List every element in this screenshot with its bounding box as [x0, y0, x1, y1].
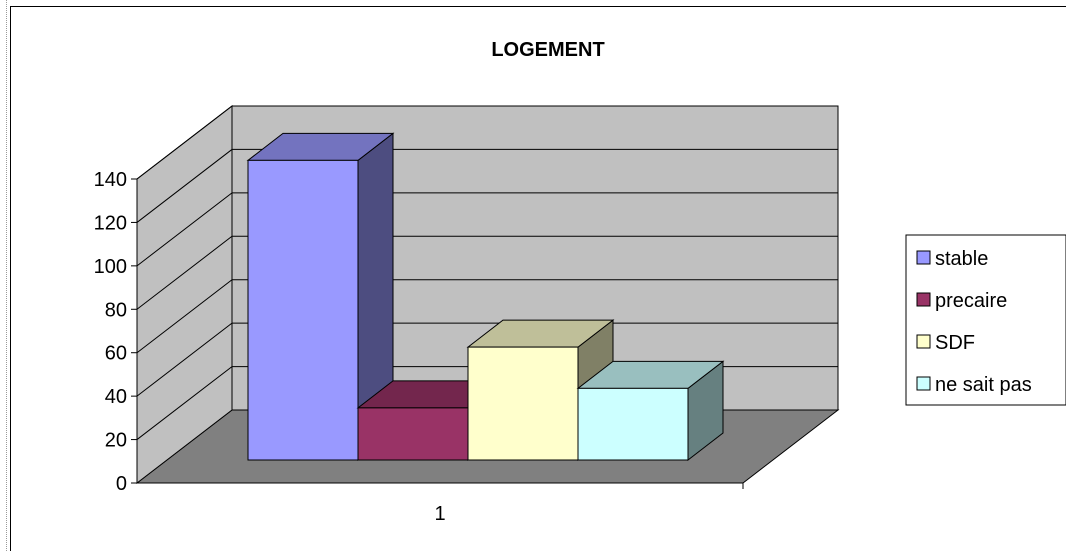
gridline: [136, 235, 838, 310]
bar-precaire: [357, 407, 469, 461]
gridline: [136, 322, 838, 397]
y-tick-label: 80: [105, 299, 127, 321]
legend-swatch: [916, 292, 931, 307]
y-tick-label: 20: [105, 430, 127, 452]
legend-label: stable: [935, 248, 988, 270]
legend-box: [905, 234, 1066, 406]
legend-label: SDF: [935, 332, 975, 354]
gridline: [136, 192, 838, 267]
bar-ne-sait-pas: [577, 387, 689, 461]
y-tick-label: 0: [116, 473, 127, 495]
y-tick-label: 140: [94, 169, 127, 191]
y-tick-label: 60: [105, 343, 127, 365]
x-tick-label: 1: [434, 503, 445, 525]
y-tick-label: 120: [94, 212, 127, 234]
gridline: [136, 279, 838, 354]
legend-label: ne sait pas: [935, 374, 1032, 396]
legend: stable precaire SDF ne sait pas: [905, 234, 1066, 406]
bar-stable: [247, 159, 359, 461]
bar-SDF: [467, 346, 579, 461]
gridline: [136, 148, 838, 223]
bars: [246, 132, 725, 462]
y-tick-label: 100: [94, 256, 127, 278]
y-tick-label: 40: [105, 386, 127, 408]
axes: 0 20 40 60 80 100 120 140 1: [94, 169, 744, 525]
left-border-strip: [0, 0, 7, 551]
gridline: [136, 105, 838, 180]
legend-swatch: [916, 250, 931, 265]
legend-label: precaire: [935, 290, 1007, 312]
legend-swatch: [916, 376, 931, 391]
gridlines: [136, 105, 838, 440]
chart-title: LOGEMENT: [491, 39, 604, 61]
legend-swatch: [916, 334, 931, 349]
